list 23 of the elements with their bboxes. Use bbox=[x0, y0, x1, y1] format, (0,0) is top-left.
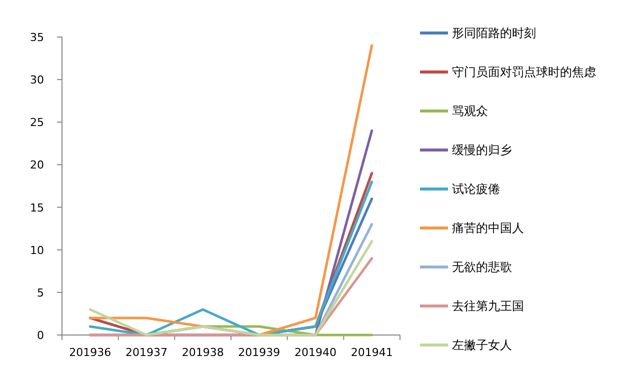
y-tick-label: 30 bbox=[30, 74, 44, 87]
x-tick-label: 201940 bbox=[294, 346, 336, 359]
x-tick-label: 201939 bbox=[238, 346, 280, 359]
legend-label: 痛苦的中国人 bbox=[452, 221, 524, 235]
legend-label: 左撇子女人 bbox=[452, 338, 512, 352]
legend-label: 去往第九王国 bbox=[452, 299, 524, 313]
y-tick-label: 15 bbox=[30, 201, 44, 214]
y-tick-label: 5 bbox=[37, 286, 44, 300]
x-tick-label: 201937 bbox=[126, 346, 168, 359]
legend-label: 缓慢的归乡 bbox=[452, 143, 512, 157]
legend-label: 骂观众 bbox=[452, 104, 488, 118]
legend-label: 试论疲倦 bbox=[452, 182, 500, 196]
y-tick-label: 0 bbox=[37, 329, 44, 342]
legend-label: 无欲的悲歌 bbox=[452, 260, 512, 274]
y-tick-label: 35 bbox=[30, 31, 44, 44]
y-tick-label: 25 bbox=[30, 116, 44, 130]
x-tick-label: 201936 bbox=[69, 346, 112, 359]
legend-label: 守门员面对罚点球时的焦虑 bbox=[452, 65, 596, 79]
y-tick-label: 20 bbox=[30, 158, 44, 172]
legend-label: 形同陌路的时刻 bbox=[452, 26, 536, 40]
x-tick-label: 201941 bbox=[350, 346, 393, 359]
x-tick-label: 201938 bbox=[182, 346, 224, 359]
y-tick-label: 10 bbox=[30, 244, 44, 257]
